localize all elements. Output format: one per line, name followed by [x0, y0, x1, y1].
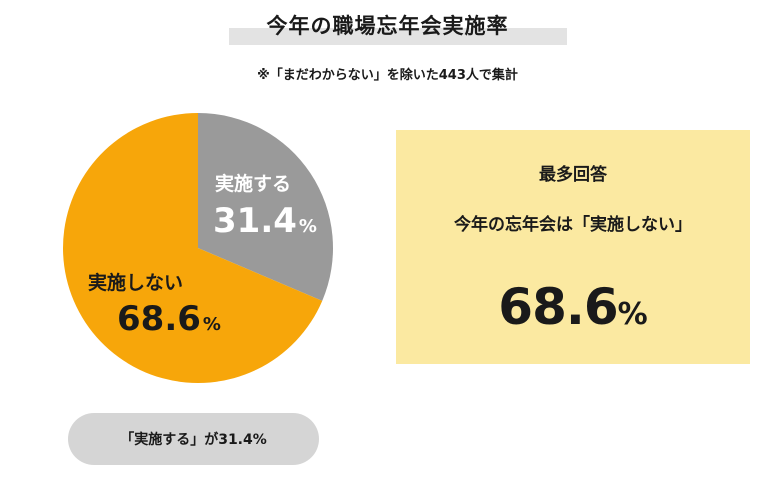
slice-label-jisshi-suru: 実施する	[215, 172, 291, 195]
chart-subtitle: ※「まだわからない」を除いた443人で集計	[257, 68, 518, 83]
most-common-answer-heading: 最多回答	[539, 165, 607, 185]
pie-chart: 実施する 31.4% 実施しない 68.6%	[63, 113, 334, 383]
slice-value-number: 31.4	[213, 201, 297, 241]
highlight-value-number: 68.6	[498, 278, 618, 336]
highlight-value-unit: %	[617, 297, 648, 332]
caption-pill: 「実施する」が31.4%	[68, 413, 319, 465]
slice-value-unit: %	[203, 314, 221, 335]
most-common-answer-value: 68.6%	[396, 278, 750, 336]
title-highlight-bar	[229, 28, 567, 45]
slice-value-number: 68.6	[117, 299, 201, 339]
pie-slice-jisshi-suru	[198, 113, 334, 301]
caption-text: 「実施する」が31.4%	[120, 432, 267, 448]
slice-value-unit: %	[299, 216, 317, 237]
most-common-answer-text: 今年の忘年会は「実施しない」	[454, 215, 692, 235]
slice-value-jisshi-shinai: 68.6%	[117, 299, 221, 339]
chart-title: 今年の職場忘年会実施率	[266, 14, 509, 38]
slice-label-jisshi-shinai: 実施しない	[88, 271, 183, 294]
slice-value-jisshi-suru: 31.4%	[213, 201, 317, 241]
pie-slice-jisshi-shinai	[63, 113, 323, 383]
most-common-answer-box: 最多回答 今年の忘年会は「実施しない」 68.6%	[396, 130, 750, 364]
